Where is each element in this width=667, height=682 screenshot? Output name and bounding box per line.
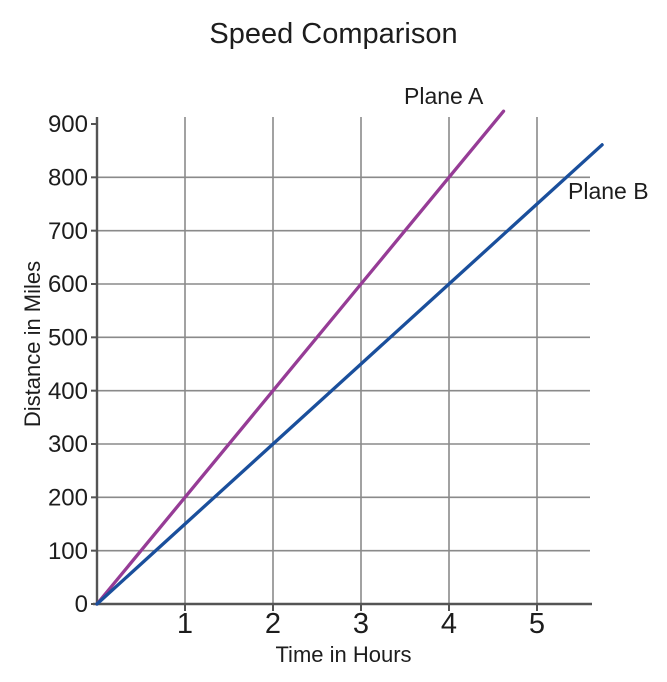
x-tick-label-1: 1 bbox=[177, 608, 193, 640]
x-tick-label-5: 5 bbox=[529, 608, 545, 640]
y-tick-label-600: 600 bbox=[48, 271, 88, 298]
x-tick-label-4: 4 bbox=[441, 608, 457, 640]
series-label-plane-a: Plane A bbox=[404, 83, 484, 109]
x-tick-label-3: 3 bbox=[353, 608, 369, 640]
series-line-plane-b bbox=[95, 143, 604, 606]
y-tick-label-900: 900 bbox=[48, 111, 88, 138]
y-tick-label-800: 800 bbox=[48, 164, 88, 191]
y-tick-label-200: 200 bbox=[48, 484, 88, 511]
y-tick-label-0: 0 bbox=[75, 591, 88, 618]
y-tick-label-300: 300 bbox=[48, 431, 88, 458]
y-tick-label-400: 400 bbox=[48, 378, 88, 405]
x-axis-title: Time in Hours bbox=[275, 642, 412, 667]
x-tick-label-2: 2 bbox=[265, 608, 281, 640]
y-tick-label-700: 700 bbox=[48, 218, 88, 245]
series-label-plane-b: Plane B bbox=[568, 178, 649, 204]
y-axis-title: Distance in Miles bbox=[20, 260, 45, 428]
chart-title: Speed Comparison bbox=[209, 18, 458, 50]
y-tick-label-500: 500 bbox=[48, 324, 88, 351]
y-tick-label-100: 100 bbox=[48, 538, 88, 565]
series-line-plane-a bbox=[95, 109, 506, 606]
